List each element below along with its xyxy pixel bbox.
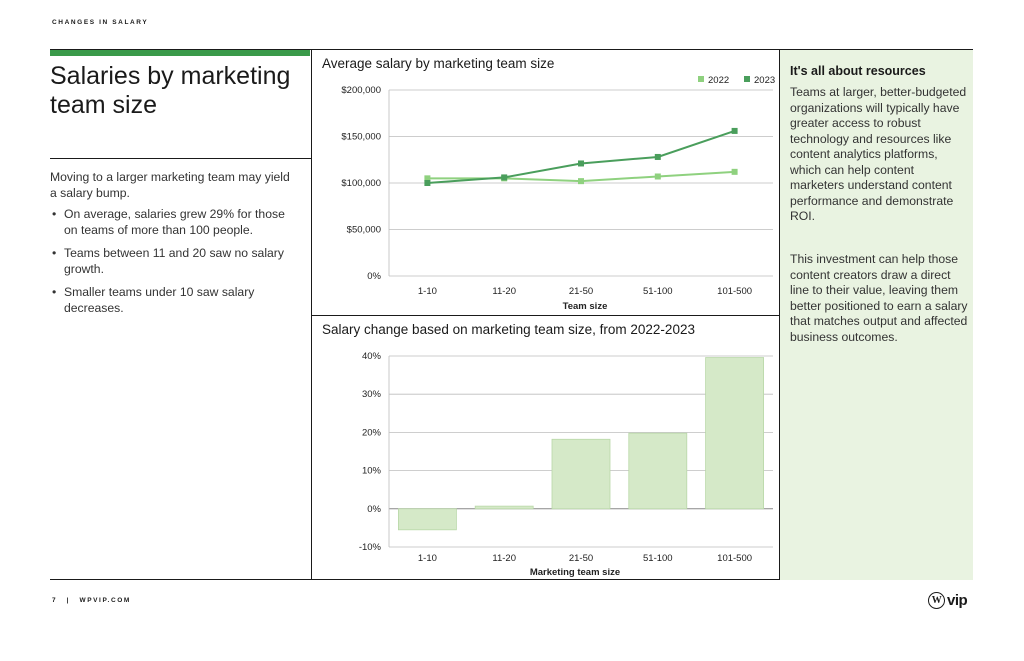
bullet-item: On average, salaries grew 29% for those … <box>50 207 295 238</box>
data-point <box>654 153 661 160</box>
x-tick-label: 51-100 <box>643 286 673 297</box>
y-tick-label: 40% <box>362 351 382 362</box>
bar-chart: -10% 0% 10% 20% 30% 40% 1-10 11-20 21-50 51-100 10… <box>359 351 773 578</box>
y-tick-label: 20% <box>362 427 382 438</box>
legend-swatch <box>744 76 750 82</box>
x-tick-label: 21-50 <box>569 286 593 297</box>
x-axis-label: Team size <box>563 301 608 312</box>
top-rule <box>50 49 973 50</box>
bullet-item: Smaller teams under 10 saw salary decrea… <box>50 285 295 316</box>
divider-right <box>779 49 780 580</box>
logo-text: vip <box>947 592 968 609</box>
bar <box>628 432 688 510</box>
y-tick-label: 30% <box>362 389 382 400</box>
footer-site: WPVIP.COM <box>79 597 131 604</box>
bullet-item: Teams between 11 and 20 saw no salary gr… <box>50 246 295 277</box>
data-point <box>731 127 738 134</box>
legend-label: 2022 <box>708 75 729 86</box>
footer: 7 | WPVIP.COM <box>52 597 131 604</box>
data-point <box>424 175 431 182</box>
x-tick-label: 101-500 <box>717 286 752 297</box>
data-point <box>731 168 738 175</box>
accent-bar <box>50 50 310 56</box>
bar <box>551 438 611 510</box>
data-point <box>654 173 661 180</box>
y-tick-label: $150,000 <box>341 132 381 143</box>
data-point <box>424 180 431 186</box>
line-chart-title: Average salary by marketing team size <box>322 56 555 71</box>
y-tick-label: -10% <box>359 542 382 553</box>
wpvip-logo: W vip <box>928 592 968 609</box>
x-tick-label: 1-10 <box>418 286 437 297</box>
bar <box>474 505 534 510</box>
y-tick-label: $100,000 <box>341 178 381 189</box>
side-panel <box>780 50 973 580</box>
page-title: Salaries by marketing team size <box>50 62 291 119</box>
footer-separator: | <box>66 597 71 604</box>
x-tick-label: 51-100 <box>643 553 673 564</box>
x-tick-label: 11-20 <box>492 553 516 564</box>
data-point <box>501 174 508 181</box>
y-tick-label: 10% <box>362 466 382 477</box>
intro-text: Moving to a larger marketing team may yi… <box>50 170 290 200</box>
sidebar-heading: It's all about resources <box>790 64 926 78</box>
legend-swatch <box>698 76 704 82</box>
y-tick-label: $200,000 <box>341 85 381 96</box>
bar-chart-title: Salary change based on marketing team si… <box>322 322 695 337</box>
title-underline <box>50 158 312 159</box>
bar <box>398 508 457 531</box>
bar <box>705 357 765 510</box>
y-tick-label: $50,000 <box>347 225 381 236</box>
sidebar-paragraph: Teams at larger, better-budgeted organiz… <box>790 85 967 223</box>
y-tick-label: 0% <box>367 504 381 515</box>
x-tick-label: 1-10 <box>418 553 437 564</box>
line-chart: 0% $50,000 $100,000 $150,000 $200,000 1-10 11-… <box>341 75 775 312</box>
bottom-rule <box>50 579 973 580</box>
bullet-list: On average, salaries grew 29% for those … <box>50 207 295 324</box>
x-tick-label: 21-50 <box>569 553 593 564</box>
x-tick-label: 101-500 <box>717 553 752 564</box>
page-number: 7 <box>52 597 58 604</box>
chart-divider <box>311 315 780 316</box>
wordpress-icon: W <box>928 592 945 609</box>
legend-label: 2023 <box>754 75 775 86</box>
sidebar-paragraph: This investment can help those content c… <box>790 252 968 344</box>
x-tick-label: 11-20 <box>492 286 516 297</box>
divider-left <box>311 49 312 580</box>
data-point <box>578 178 584 185</box>
x-axis-label: Marketing team size <box>530 567 620 578</box>
section-label: CHANGES IN SALARY <box>52 19 149 26</box>
y-tick-label: 0% <box>367 271 381 282</box>
data-point <box>578 160 584 167</box>
